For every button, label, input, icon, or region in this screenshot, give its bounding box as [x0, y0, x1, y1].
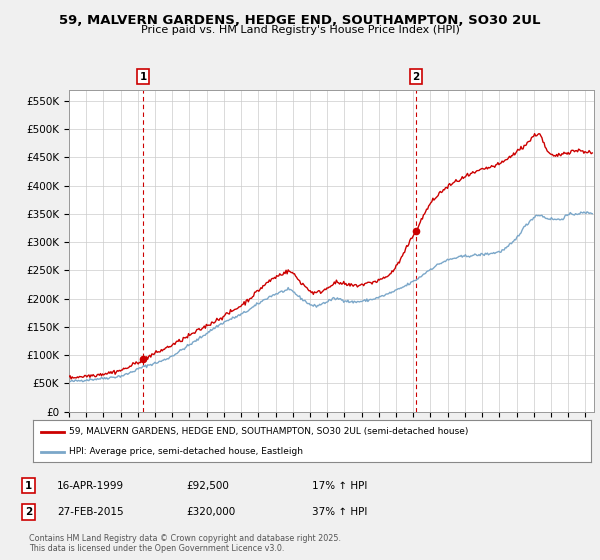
Text: 16-APR-1999: 16-APR-1999	[57, 480, 124, 491]
Text: 1: 1	[25, 480, 32, 491]
Text: 1: 1	[139, 72, 146, 82]
Text: HPI: Average price, semi-detached house, Eastleigh: HPI: Average price, semi-detached house,…	[69, 447, 303, 456]
Text: 2: 2	[412, 72, 419, 82]
Text: 59, MALVERN GARDENS, HEDGE END, SOUTHAMPTON, SO30 2UL (semi-detached house): 59, MALVERN GARDENS, HEDGE END, SOUTHAMP…	[69, 427, 469, 436]
Text: 59, MALVERN GARDENS, HEDGE END, SOUTHAMPTON, SO30 2UL: 59, MALVERN GARDENS, HEDGE END, SOUTHAMP…	[59, 14, 541, 27]
Text: £92,500: £92,500	[186, 480, 229, 491]
Text: 2: 2	[25, 507, 32, 517]
Text: £320,000: £320,000	[186, 507, 235, 517]
Text: 27-FEB-2015: 27-FEB-2015	[57, 507, 124, 517]
Text: Contains HM Land Registry data © Crown copyright and database right 2025.
This d: Contains HM Land Registry data © Crown c…	[29, 534, 341, 553]
Text: 17% ↑ HPI: 17% ↑ HPI	[312, 480, 367, 491]
Text: Price paid vs. HM Land Registry's House Price Index (HPI): Price paid vs. HM Land Registry's House …	[140, 25, 460, 35]
Text: 37% ↑ HPI: 37% ↑ HPI	[312, 507, 367, 517]
